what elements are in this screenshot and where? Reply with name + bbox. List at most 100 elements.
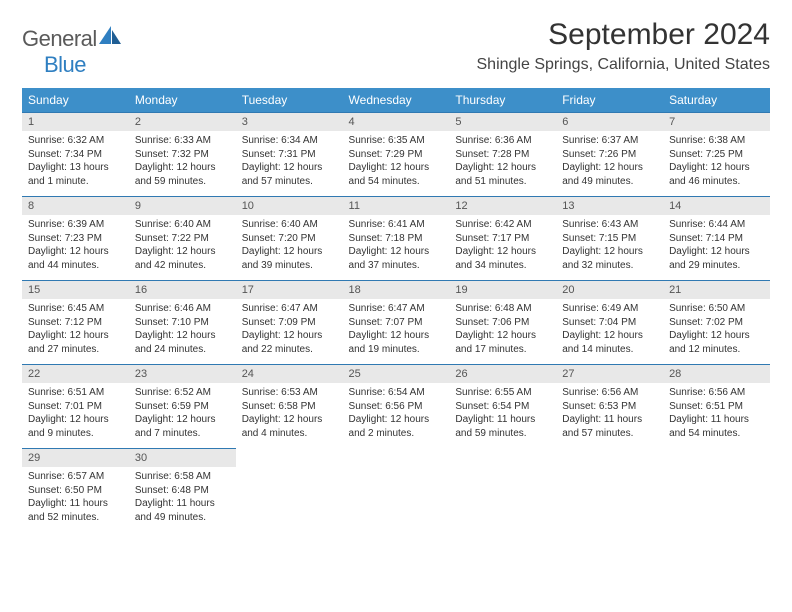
daylight-text: Daylight: 12 hours and 22 minutes. (242, 329, 337, 356)
sunset-text: Sunset: 6:51 PM (669, 400, 764, 414)
day-details: Sunrise: 6:45 AMSunset: 7:12 PMDaylight:… (22, 299, 129, 362)
daylight-text: Daylight: 11 hours and 57 minutes. (562, 413, 657, 440)
day-details: Sunrise: 6:53 AMSunset: 6:58 PMDaylight:… (236, 383, 343, 446)
sunrise-text: Sunrise: 6:56 AM (562, 386, 657, 400)
calendar-day-cell: .. (343, 449, 450, 533)
calendar-week-row: 22Sunrise: 6:51 AMSunset: 7:01 PMDayligh… (22, 365, 770, 449)
calendar-day-cell: .. (449, 449, 556, 533)
day-number: 29 (22, 449, 129, 467)
month-title: September 2024 (477, 18, 771, 52)
calendar-day-cell: 18Sunrise: 6:47 AMSunset: 7:07 PMDayligh… (343, 281, 450, 365)
sunset-text: Sunset: 7:20 PM (242, 232, 337, 246)
calendar-table: Sunday Monday Tuesday Wednesday Thursday… (22, 88, 770, 533)
day-details: Sunrise: 6:33 AMSunset: 7:32 PMDaylight:… (129, 131, 236, 194)
title-block: September 2024 Shingle Springs, Californ… (477, 18, 771, 74)
calendar-day-cell: 4Sunrise: 6:35 AMSunset: 7:29 PMDaylight… (343, 113, 450, 197)
sunset-text: Sunset: 6:50 PM (28, 484, 123, 498)
day-details: Sunrise: 6:51 AMSunset: 7:01 PMDaylight:… (22, 383, 129, 446)
sunset-text: Sunset: 7:12 PM (28, 316, 123, 330)
day-details: Sunrise: 6:40 AMSunset: 7:22 PMDaylight:… (129, 215, 236, 278)
header: General Blue September 2024 Shingle Spri… (22, 18, 770, 78)
daylight-text: Daylight: 12 hours and 17 minutes. (455, 329, 550, 356)
sunset-text: Sunset: 7:01 PM (28, 400, 123, 414)
day-details: Sunrise: 6:46 AMSunset: 7:10 PMDaylight:… (129, 299, 236, 362)
sunrise-text: Sunrise: 6:51 AM (28, 386, 123, 400)
calendar-day-cell: 20Sunrise: 6:49 AMSunset: 7:04 PMDayligh… (556, 281, 663, 365)
daylight-text: Daylight: 12 hours and 2 minutes. (349, 413, 444, 440)
daylight-text: Daylight: 12 hours and 4 minutes. (242, 413, 337, 440)
sunset-text: Sunset: 6:53 PM (562, 400, 657, 414)
calendar-day-cell: 3Sunrise: 6:34 AMSunset: 7:31 PMDaylight… (236, 113, 343, 197)
calendar-day-cell: .. (236, 449, 343, 533)
calendar-day-cell: 21Sunrise: 6:50 AMSunset: 7:02 PMDayligh… (663, 281, 770, 365)
day-details: Sunrise: 6:54 AMSunset: 6:56 PMDaylight:… (343, 383, 450, 446)
day-number: 18 (343, 281, 450, 299)
calendar-day-cell: 14Sunrise: 6:44 AMSunset: 7:14 PMDayligh… (663, 197, 770, 281)
calendar-day-cell: .. (663, 449, 770, 533)
weekday-header-row: Sunday Monday Tuesday Wednesday Thursday… (22, 88, 770, 113)
logo-text-general: General (22, 26, 97, 51)
daylight-text: Daylight: 11 hours and 59 minutes. (455, 413, 550, 440)
daylight-text: Daylight: 12 hours and 32 minutes. (562, 245, 657, 272)
day-details: Sunrise: 6:52 AMSunset: 6:59 PMDaylight:… (129, 383, 236, 446)
calendar-day-cell: 2Sunrise: 6:33 AMSunset: 7:32 PMDaylight… (129, 113, 236, 197)
sunrise-text: Sunrise: 6:47 AM (349, 302, 444, 316)
calendar-day-cell: 30Sunrise: 6:58 AMSunset: 6:48 PMDayligh… (129, 449, 236, 533)
sunrise-text: Sunrise: 6:46 AM (135, 302, 230, 316)
sunset-text: Sunset: 6:54 PM (455, 400, 550, 414)
calendar-day-cell: 25Sunrise: 6:54 AMSunset: 6:56 PMDayligh… (343, 365, 450, 449)
day-number: 27 (556, 365, 663, 383)
day-details: Sunrise: 6:40 AMSunset: 7:20 PMDaylight:… (236, 215, 343, 278)
day-details: Sunrise: 6:50 AMSunset: 7:02 PMDaylight:… (663, 299, 770, 362)
sunset-text: Sunset: 7:17 PM (455, 232, 550, 246)
day-number: 15 (22, 281, 129, 299)
day-number: 25 (343, 365, 450, 383)
day-number: 14 (663, 197, 770, 215)
sunrise-text: Sunrise: 6:55 AM (455, 386, 550, 400)
daylight-text: Daylight: 12 hours and 44 minutes. (28, 245, 123, 272)
weekday-header: Saturday (663, 88, 770, 113)
sunset-text: Sunset: 7:04 PM (562, 316, 657, 330)
weekday-header: Thursday (449, 88, 556, 113)
day-number: 12 (449, 197, 556, 215)
day-number: 4 (343, 113, 450, 131)
calendar-day-cell: 8Sunrise: 6:39 AMSunset: 7:23 PMDaylight… (22, 197, 129, 281)
calendar-body: 1Sunrise: 6:32 AMSunset: 7:34 PMDaylight… (22, 113, 770, 533)
sunrise-text: Sunrise: 6:52 AM (135, 386, 230, 400)
sunrise-text: Sunrise: 6:49 AM (562, 302, 657, 316)
day-details: Sunrise: 6:49 AMSunset: 7:04 PMDaylight:… (556, 299, 663, 362)
sunset-text: Sunset: 7:18 PM (349, 232, 444, 246)
sunrise-text: Sunrise: 6:53 AM (242, 386, 337, 400)
day-number: 1 (22, 113, 129, 131)
daylight-text: Daylight: 12 hours and 37 minutes. (349, 245, 444, 272)
sunrise-text: Sunrise: 6:37 AM (562, 134, 657, 148)
day-number: 16 (129, 281, 236, 299)
logo: General Blue (22, 18, 123, 78)
day-number: 5 (449, 113, 556, 131)
day-details: Sunrise: 6:39 AMSunset: 7:23 PMDaylight:… (22, 215, 129, 278)
day-number: 28 (663, 365, 770, 383)
calendar-day-cell: 15Sunrise: 6:45 AMSunset: 7:12 PMDayligh… (22, 281, 129, 365)
daylight-text: Daylight: 12 hours and 29 minutes. (669, 245, 764, 272)
day-details: Sunrise: 6:47 AMSunset: 7:09 PMDaylight:… (236, 299, 343, 362)
sunset-text: Sunset: 6:56 PM (349, 400, 444, 414)
sunset-text: Sunset: 7:25 PM (669, 148, 764, 162)
sunrise-text: Sunrise: 6:41 AM (349, 218, 444, 232)
sunrise-text: Sunrise: 6:56 AM (669, 386, 764, 400)
sunset-text: Sunset: 7:02 PM (669, 316, 764, 330)
sunset-text: Sunset: 7:06 PM (455, 316, 550, 330)
calendar-day-cell: 24Sunrise: 6:53 AMSunset: 6:58 PMDayligh… (236, 365, 343, 449)
sunset-text: Sunset: 7:23 PM (28, 232, 123, 246)
day-details: Sunrise: 6:55 AMSunset: 6:54 PMDaylight:… (449, 383, 556, 446)
sunrise-text: Sunrise: 6:38 AM (669, 134, 764, 148)
day-number: 13 (556, 197, 663, 215)
weekday-header: Friday (556, 88, 663, 113)
sunset-text: Sunset: 7:31 PM (242, 148, 337, 162)
daylight-text: Daylight: 12 hours and 24 minutes. (135, 329, 230, 356)
daylight-text: Daylight: 12 hours and 27 minutes. (28, 329, 123, 356)
day-details: Sunrise: 6:32 AMSunset: 7:34 PMDaylight:… (22, 131, 129, 194)
day-number: 2 (129, 113, 236, 131)
day-number: 10 (236, 197, 343, 215)
sunset-text: Sunset: 6:59 PM (135, 400, 230, 414)
calendar-day-cell: .. (556, 449, 663, 533)
